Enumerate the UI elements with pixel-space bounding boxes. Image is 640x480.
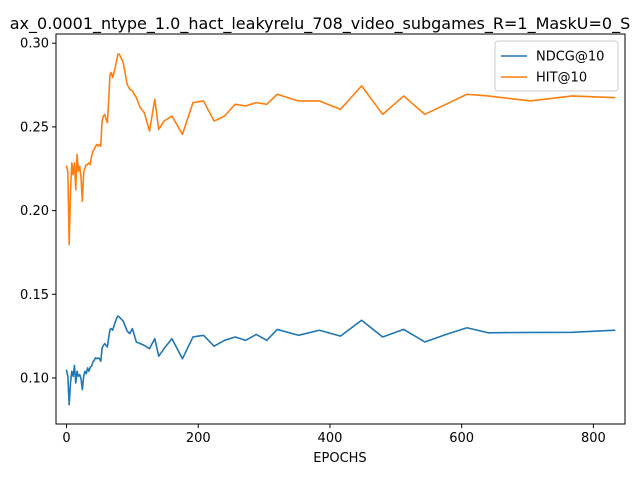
legend-box <box>494 40 619 92</box>
chart-title: ax_0.0001_ntype_1.0_hact_leakyrelu_708_v… <box>10 14 630 34</box>
legend-label-1: HIT@10 <box>536 71 587 86</box>
x-tick-label: 800 <box>581 431 606 446</box>
y-tick-label: 0.10 <box>20 371 49 386</box>
x-tick-label: 400 <box>318 431 343 446</box>
plot-area <box>55 33 626 425</box>
y-tick-label: 0.25 <box>20 120 49 135</box>
series-layer <box>65 53 616 406</box>
y-tick-label: 0.30 <box>20 37 49 52</box>
x-tick-label: 0 <box>62 431 70 446</box>
legend: NDCG@10 HIT@10 <box>494 40 619 92</box>
y-tick-label: 0.15 <box>20 288 49 303</box>
x-tick-label: 600 <box>449 431 474 446</box>
series-line-1 <box>65 53 616 246</box>
x-tick-label: 200 <box>186 431 211 446</box>
x-axis-label: EPOCHS <box>313 451 366 466</box>
series-line-0 <box>65 315 616 406</box>
y-axis-ticks: 0.10 0.15 0.20 0.25 0.30 <box>20 37 56 386</box>
y-tick-label: 0.20 <box>20 204 49 219</box>
plot-frame <box>55 33 626 425</box>
legend-label-0: NDCG@10 <box>536 50 604 65</box>
x-axis-ticks: 0 200 400 600 800 <box>62 424 606 446</box>
